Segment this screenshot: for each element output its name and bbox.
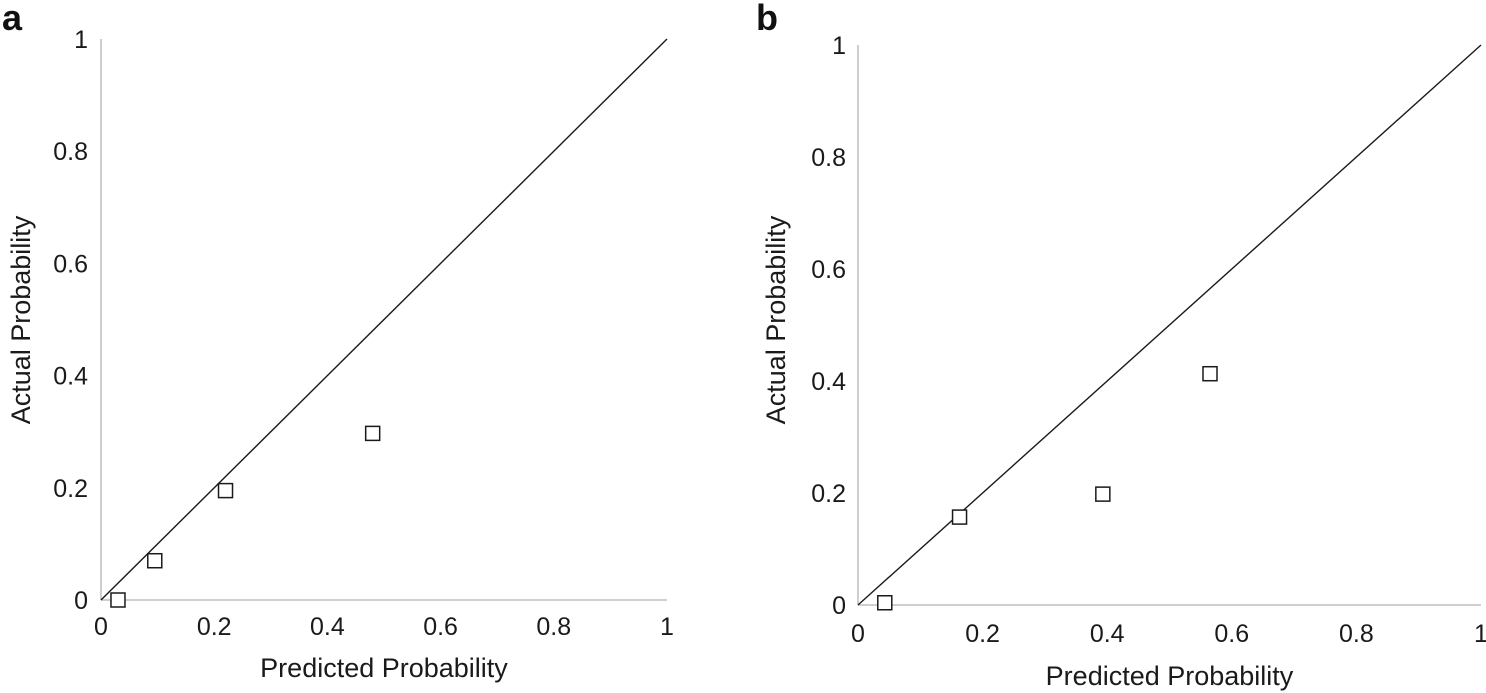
x-tick-label: 0.6 bbox=[423, 613, 458, 641]
x-tick-label: 0.4 bbox=[1090, 620, 1125, 648]
y-tick-label: 0.2 bbox=[53, 475, 88, 503]
data-point-marker bbox=[951, 509, 968, 525]
data-point-marker bbox=[1202, 365, 1218, 382]
data-point-marker bbox=[1095, 486, 1111, 502]
data-point-marker bbox=[877, 595, 893, 611]
y-tick-label: 0.6 bbox=[53, 250, 88, 278]
y-tick-label: 1 bbox=[74, 26, 88, 54]
x-tick-label: 0.8 bbox=[1339, 620, 1374, 648]
reference-diagonal-line bbox=[100, 38, 668, 601]
data-point-marker bbox=[364, 425, 381, 442]
y-tick-label: 0.2 bbox=[811, 480, 846, 508]
y-tick-label: 0 bbox=[832, 592, 846, 620]
panel-b: b 0 0.2 0.4 0.6 0.8 1 0 0.2 0.4 0.6 0.8 1 Predicted … bbox=[756, 0, 1486, 691]
x-tick-label: 0 bbox=[94, 613, 108, 641]
x-tick-label: 0.4 bbox=[310, 613, 345, 641]
x-axis-label: Predicted Probability bbox=[1046, 661, 1294, 691]
y-tick-label: 0.6 bbox=[811, 256, 846, 284]
data-point-marker bbox=[217, 482, 234, 499]
x-tick-label: 0 bbox=[851, 620, 865, 648]
reference-diagonal-line bbox=[857, 44, 1482, 606]
x-tick-label: 0.2 bbox=[197, 613, 232, 641]
y-tick-label: 0.4 bbox=[811, 368, 846, 396]
panel-b-label: b bbox=[756, 0, 778, 38]
x-tick-label: 1 bbox=[660, 613, 674, 641]
panel-a: a 0 0.2 0.4 0.6 0.8 1 0 0.2 0.4 0.6 0.8 1 Predicted … bbox=[2, 0, 674, 683]
x-axis-label: Predicted Probability bbox=[260, 653, 508, 683]
x-tick-label: 0.2 bbox=[965, 620, 1000, 648]
y-tick-label: 0.8 bbox=[811, 144, 846, 172]
panel-a-label: a bbox=[2, 0, 23, 38]
y-tick-label: 0.8 bbox=[53, 138, 88, 166]
x-tick-label: 1 bbox=[1474, 620, 1486, 648]
y-tick-label: 1 bbox=[832, 32, 846, 60]
y-tick-label: 0.4 bbox=[53, 363, 88, 391]
data-point-marker bbox=[110, 592, 126, 608]
y-tick-label: 0 bbox=[74, 587, 88, 615]
x-tick-label: 0.8 bbox=[536, 613, 571, 641]
y-axis-label: Actual Probability bbox=[761, 215, 791, 424]
y-axis-label: Actual Probability bbox=[6, 215, 36, 424]
x-tick-label: 0.6 bbox=[1214, 620, 1249, 648]
data-point-marker bbox=[147, 552, 163, 569]
